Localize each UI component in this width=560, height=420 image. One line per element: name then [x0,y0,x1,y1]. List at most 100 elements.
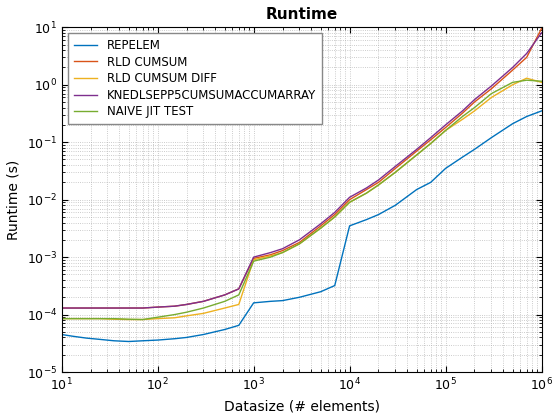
Line: REPELEM: REPELEM [62,111,542,341]
NAIVE JIT TEST [509,80,516,85]
REPELEM [250,300,257,305]
KNEDLSEPP5CUMSUMACCUMARRAY [250,255,257,260]
RLD CUMSUM DIFF [427,141,434,146]
NAIVE JIT TEST [413,152,420,158]
RLD CUMSUM DIFF [363,191,370,196]
RLD CUMSUM DIFF [523,76,530,81]
RLD CUMSUM [523,55,530,60]
KNEDLSEPP5CUMSUMACCUMARRAY [346,195,353,200]
KNEDLSEPP5CUMSUMACCUMARRAY [171,304,178,309]
RLD CUMSUM DIFF [83,316,90,321]
KNEDLSEPP5CUMSUMACCUMARRAY [488,84,494,89]
RLD CUMSUM DIFF [509,82,516,87]
REPELEM [392,203,399,208]
RLD CUMSUM [58,305,65,310]
NAIVE JIT TEST [488,91,494,96]
REPELEM [96,337,103,342]
NAIVE JIT TEST [346,200,353,205]
REPELEM [125,339,132,344]
RLD CUMSUM [509,68,516,73]
RLD CUMSUM [235,286,242,291]
REPELEM [318,289,324,294]
RLD CUMSUM [363,187,370,192]
RLD CUMSUM [427,137,434,142]
NAIVE JIT TEST [221,299,228,304]
RLD CUMSUM DIFF [318,226,324,231]
NAIVE JIT TEST [318,226,324,231]
RLD CUMSUM DIFF [488,95,494,100]
KNEDLSEPP5CUMSUMACCUMARRAY [413,147,420,152]
KNEDLSEPP5CUMSUMACCUMARRAY [221,292,228,297]
REPELEM [221,327,228,332]
RLD CUMSUM DIFF [139,317,146,322]
RLD CUMSUM DIFF [267,253,274,258]
REPELEM [171,336,178,341]
REPELEM [296,295,303,300]
RLD CUMSUM DIFF [296,241,303,247]
KNEDLSEPP5CUMSUMACCUMARRAY [509,65,516,70]
RLD CUMSUM [538,26,545,31]
KNEDLSEPP5CUMSUMACCUMARRAY [200,299,207,304]
Legend: REPELEM, RLD CUMSUM, RLD CUMSUM DIFF, KNEDLSEPP5CUMSUMACCUMARRAY, NAIVE JIT TEST: REPELEM, RLD CUMSUM, RLD CUMSUM DIFF, KN… [68,33,321,124]
KNEDLSEPP5CUMSUMACCUMARRAY [58,305,65,310]
RLD CUMSUM DIFF [392,170,399,175]
KNEDLSEPP5CUMSUMACCUMARRAY [296,237,303,242]
RLD CUMSUM DIFF [125,317,132,322]
REPELEM [139,338,146,343]
RLD CUMSUM [332,212,338,217]
NAIVE JIT TEST [200,305,207,310]
NAIVE JIT TEST [332,215,338,220]
KNEDLSEPP5CUMSUMACCUMARRAY [125,305,132,310]
RLD CUMSUM DIFF [171,315,178,320]
REPELEM [427,180,434,185]
KNEDLSEPP5CUMSUMACCUMARRAY [363,185,370,190]
RLD CUMSUM DIFF [459,117,466,122]
RLD CUMSUM DIFF [200,311,207,316]
KNEDLSEPP5CUMSUMACCUMARRAY [318,221,324,226]
REPELEM [267,299,274,304]
REPELEM [58,332,65,337]
NAIVE JIT TEST [235,292,242,297]
Title: Runtime: Runtime [265,7,338,22]
KNEDLSEPP5CUMSUMACCUMARRAY [442,122,449,127]
REPELEM [183,335,190,340]
KNEDLSEPP5CUMSUMACCUMARRAY [538,30,545,35]
REPELEM [459,155,466,160]
REPELEM [488,135,494,140]
RLD CUMSUM DIFF [69,316,76,321]
REPELEM [375,212,382,217]
RLD CUMSUM [96,305,103,310]
NAIVE JIT TEST [250,259,257,264]
Line: RLD CUMSUM: RLD CUMSUM [62,29,542,308]
NAIVE JIT TEST [471,105,478,110]
RLD CUMSUM [459,110,466,116]
NAIVE JIT TEST [183,310,190,315]
RLD CUMSUM [125,305,132,310]
RLD CUMSUM DIFF [375,182,382,187]
REPELEM [363,217,370,222]
RLD CUMSUM DIFF [279,250,286,255]
RLD CUMSUM [471,100,478,105]
NAIVE JIT TEST [139,317,146,322]
RLD CUMSUM DIFF [413,152,420,158]
REPELEM [332,283,338,288]
Y-axis label: Runtime (s): Runtime (s) [7,160,21,240]
RLD CUMSUM [296,240,303,245]
NAIVE JIT TEST [442,128,449,133]
REPELEM [346,223,353,228]
NAIVE JIT TEST [538,79,545,84]
KNEDLSEPP5CUMSUMACCUMARRAY [155,304,161,310]
NAIVE JIT TEST [125,317,132,322]
X-axis label: Datasize (# elements): Datasize (# elements) [223,399,380,413]
RLD CUMSUM [267,252,274,257]
RLD CUMSUM [183,302,190,307]
NAIVE JIT TEST [279,250,286,255]
REPELEM [538,108,545,113]
RLD CUMSUM DIFF [235,302,242,307]
Line: KNEDLSEPP5CUMSUMACCUMARRAY: KNEDLSEPP5CUMSUMACCUMARRAY [62,33,542,308]
KNEDLSEPP5CUMSUMACCUMARRAY [69,305,76,310]
RLD CUMSUM DIFF [442,128,449,133]
REPELEM [155,338,161,343]
NAIVE JIT TEST [171,312,178,317]
RLD CUMSUM [413,149,420,154]
